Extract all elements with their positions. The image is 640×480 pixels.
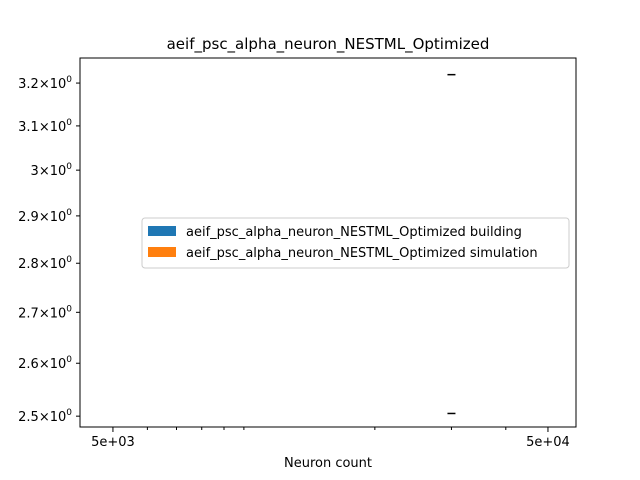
x-axis-label: Neuron count	[284, 456, 372, 471]
y-tick-label: 2.5×100	[18, 408, 72, 425]
chart-title: aeif_psc_alpha_neuron_NESTML_Optimized	[167, 35, 490, 54]
legend-label: aeif_psc_alpha_neuron_NESTML_Optimized s…	[186, 246, 538, 261]
error-marks	[447, 73, 456, 415]
legend-swatch	[148, 247, 176, 257]
legend-swatch	[148, 226, 176, 236]
y-tick-label: 2.6×100	[18, 355, 72, 372]
y-tick-label: 2.8×100	[18, 255, 72, 272]
y-tick-label: 2.9×100	[18, 208, 72, 225]
x-tick-label: 5e+04	[526, 435, 570, 450]
legend: aeif_psc_alpha_neuron_NESTML_Optimized b…	[141, 217, 570, 269]
y-tick-label: 3×100	[31, 162, 73, 179]
y-tick-label: 2.7×100	[18, 304, 72, 321]
legend-frame	[141, 217, 570, 269]
plot-frame	[79, 57, 577, 428]
legend-label: aeif_psc_alpha_neuron_NESTML_Optimized b…	[186, 225, 522, 240]
x-tick-label: 5e+03	[91, 435, 135, 450]
y-axis-ticks: 2.5×100 2.6×100 2.7×100 2.8×100 2.9×100 3×100…	[18, 75, 80, 425]
y-tick-label: 3.1×100	[18, 118, 72, 135]
x-axis-ticks: 5e+03 5e+04	[91, 427, 570, 450]
y-tick-label: 3.2×100	[18, 75, 72, 92]
